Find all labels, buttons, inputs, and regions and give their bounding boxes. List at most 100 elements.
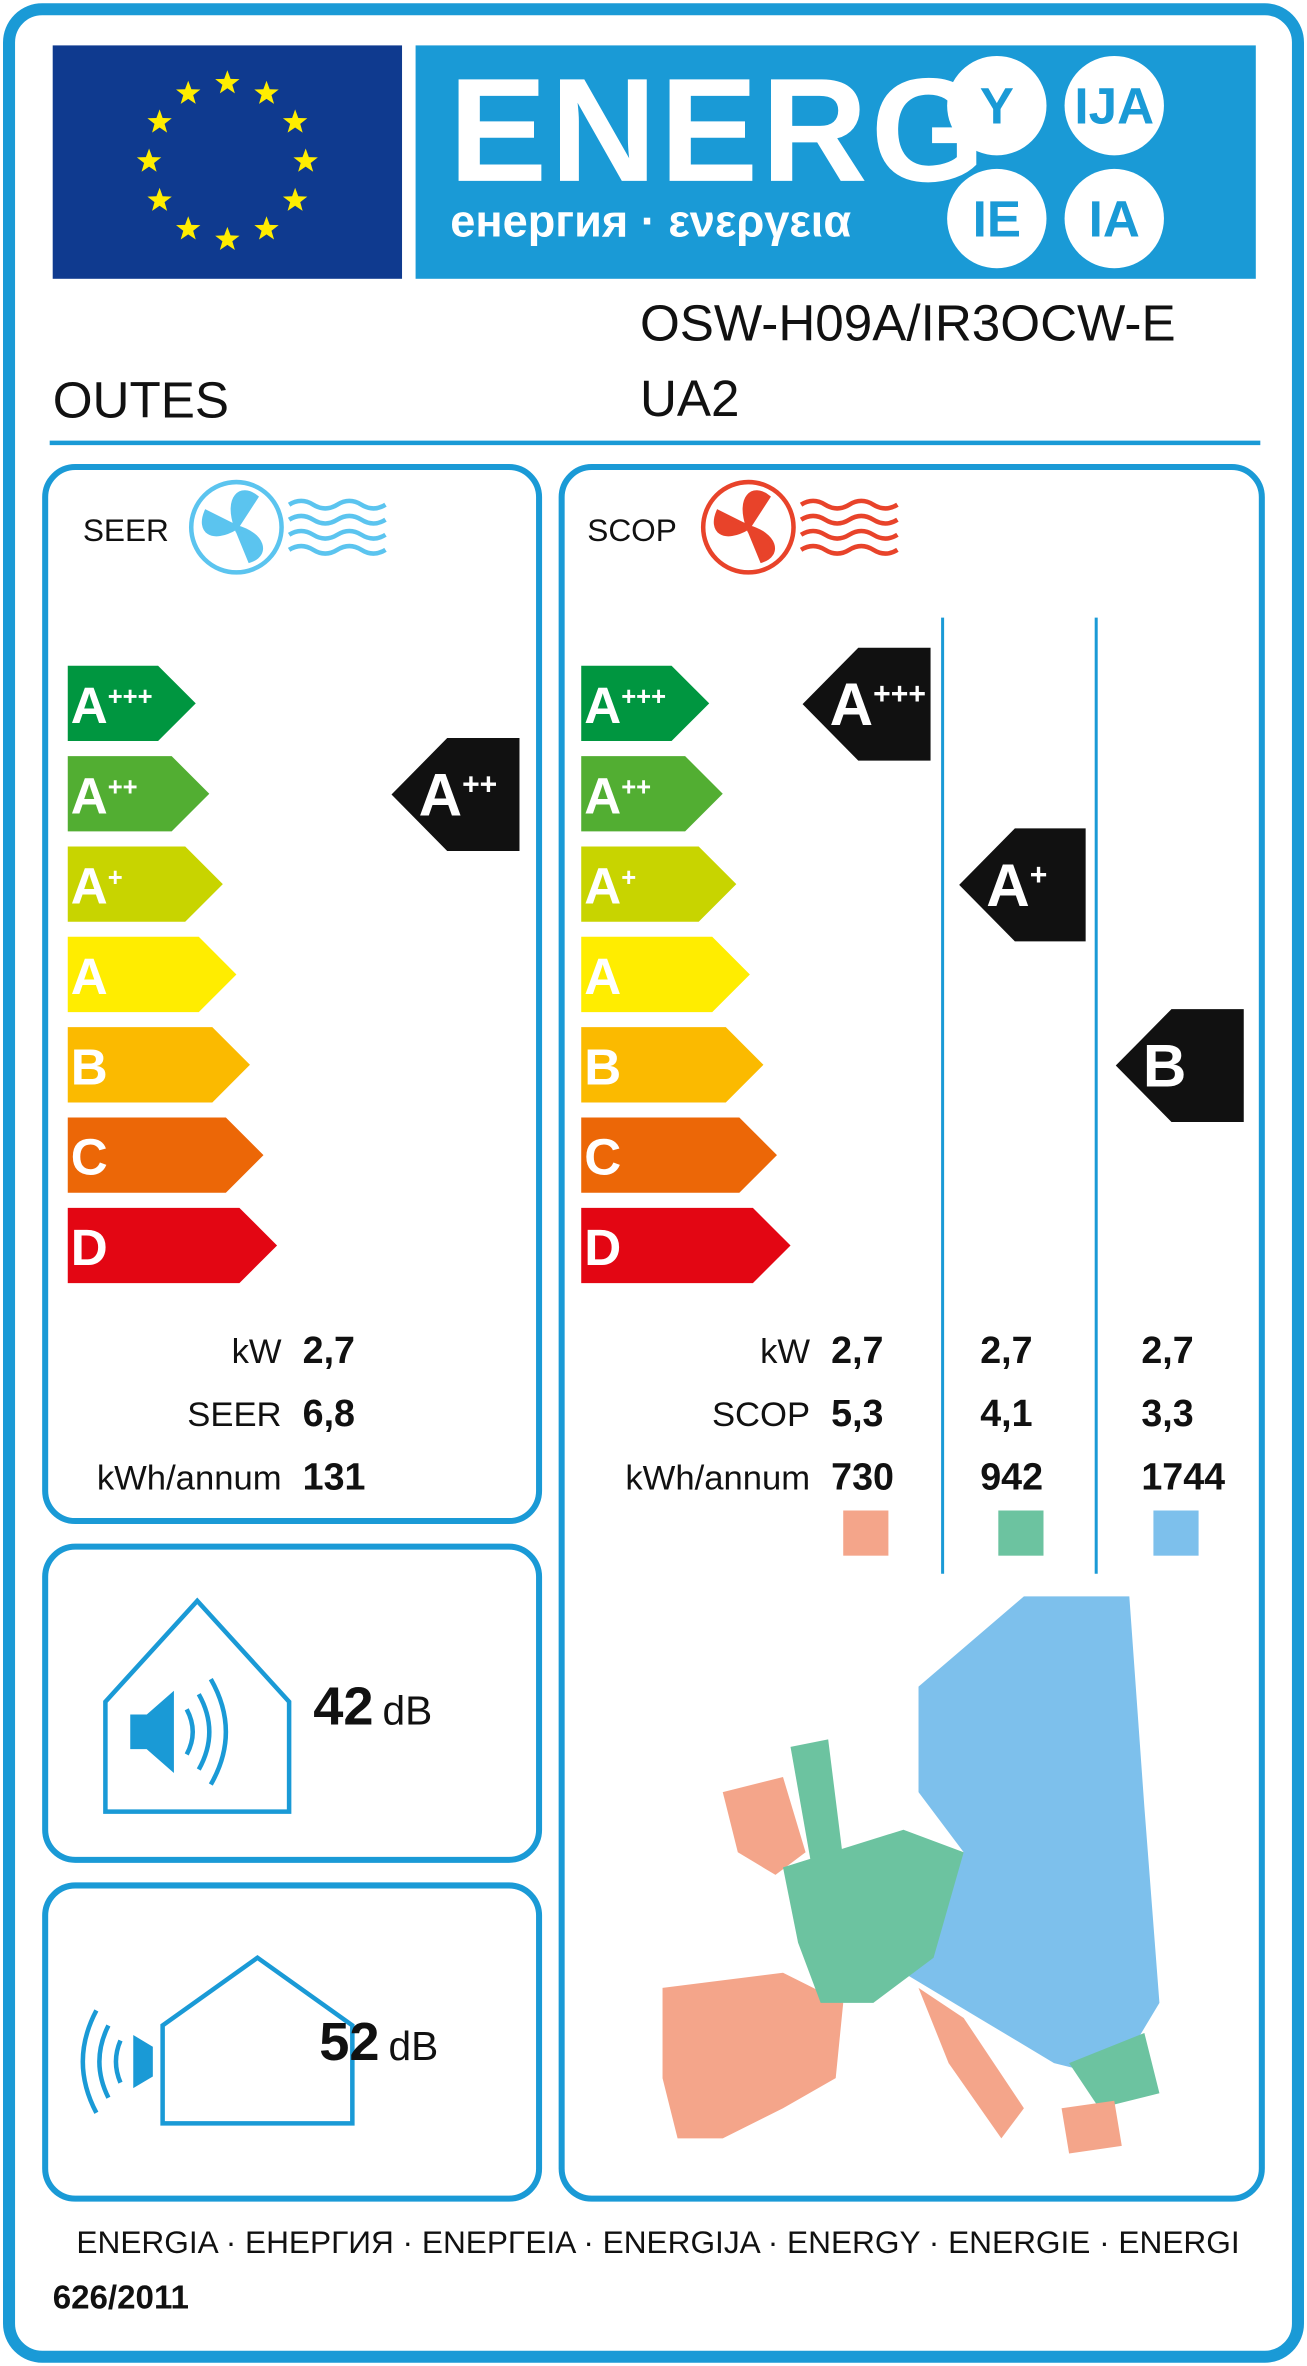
model: OSW-H09A/IR3OCW-E <box>640 295 1176 352</box>
cooling-panel <box>42 463 543 1525</box>
class-arrow <box>581 846 737 922</box>
cooling-icon <box>188 479 387 575</box>
supplier: OUTES <box>53 371 229 428</box>
class-letter: A <box>986 851 1029 919</box>
class-arrow <box>67 665 196 742</box>
climate-map-region <box>918 1987 1024 2139</box>
eu-star <box>176 216 201 240</box>
row-value: 2,7 <box>980 1329 1032 1371</box>
class-arrow <box>581 1027 764 1103</box>
eu-star <box>176 80 201 104</box>
class-letter: B <box>71 1038 108 1095</box>
suffix: IA <box>1089 191 1140 248</box>
class-arrow <box>67 1117 264 1193</box>
class-arrow <box>581 665 710 742</box>
rating-label: A++ <box>419 761 498 829</box>
rating-label: A+ <box>986 851 1047 919</box>
section-label: SEER <box>83 512 169 548</box>
suffix-circle <box>1064 168 1164 269</box>
section-label: SCOP <box>587 512 677 548</box>
noise-value: 52 <box>319 2012 379 2072</box>
class-label: C <box>584 1129 621 1186</box>
class-arrow <box>67 936 237 1013</box>
zone-swatch <box>998 1510 1044 1556</box>
row-label: kWh/annum <box>625 1459 810 1497</box>
indoor-noise-panel <box>42 1543 543 1863</box>
row-value: 2,7 <box>303 1329 355 1371</box>
noise-level: 52 dB <box>319 2012 438 2072</box>
class-plus: ++ <box>621 773 651 801</box>
climate-map-region <box>662 1972 844 2139</box>
class-letter: A <box>584 677 621 734</box>
class-letter: A <box>830 670 874 738</box>
row-value: 3,3 <box>1141 1392 1193 1434</box>
class-plus: ++ <box>108 773 138 801</box>
rating-arrow <box>802 647 931 761</box>
class-letter: A <box>584 767 621 824</box>
class-plus: ++ <box>462 769 497 802</box>
class-label: B <box>584 1038 621 1095</box>
class-plus: +++ <box>621 683 666 711</box>
climate-map-region <box>722 1777 806 1875</box>
row-label: SEER <box>187 1396 281 1434</box>
class-arrow <box>581 756 723 832</box>
class-letter: B <box>584 1038 621 1095</box>
climate-map-region <box>1069 2033 1160 2109</box>
row-label: kW <box>232 1333 282 1371</box>
class-letter: A <box>419 761 463 829</box>
heating-icon <box>700 479 899 575</box>
row-value: 6,8 <box>303 1392 355 1434</box>
noise-unit: dB <box>383 1687 433 1733</box>
rating-arrow <box>1115 1009 1244 1123</box>
eu-star <box>136 148 162 172</box>
climate-map-region <box>1061 2100 1122 2154</box>
eu-star <box>293 148 318 172</box>
class-plus: +++ <box>108 683 153 711</box>
rating-arrow <box>959 828 1086 942</box>
row-value: 4,1 <box>980 1392 1032 1434</box>
noise-level: 42 dB <box>313 1676 432 1736</box>
row-label: kWh/annum <box>97 1459 282 1497</box>
eu-star <box>254 80 279 104</box>
row-label: kW <box>760 1333 810 1371</box>
class-label: A++ <box>584 767 651 824</box>
class-letter: A <box>584 858 621 915</box>
class-label: A+++ <box>71 677 153 734</box>
suffix-circle <box>1064 55 1164 156</box>
class-arrow <box>67 1207 278 1284</box>
class-letter: C <box>71 1129 108 1186</box>
class-plus: +++ <box>873 678 926 711</box>
zone-swatch <box>843 1510 889 1556</box>
eu-star <box>254 216 279 240</box>
climate-map-region <box>903 1596 1160 2079</box>
eu-star <box>215 226 240 251</box>
row-value: 131 <box>303 1455 366 1497</box>
model: UA2 <box>640 370 740 427</box>
eu-star <box>282 187 308 211</box>
class-arrow <box>67 1027 250 1103</box>
class-label: A+++ <box>584 677 666 734</box>
eu-star <box>147 109 172 133</box>
class-label: B <box>71 1038 108 1095</box>
class-plus: + <box>108 864 123 892</box>
class-letter: D <box>584 1219 621 1276</box>
class-label: D <box>71 1219 108 1276</box>
row-value: 5,3 <box>831 1392 883 1434</box>
class-letter: A <box>71 948 108 1005</box>
eu-star <box>147 187 172 211</box>
class-letter: D <box>71 1219 108 1276</box>
climate-map-region <box>790 1739 844 1875</box>
class-letter: A <box>584 948 621 1005</box>
class-label: A+ <box>71 858 123 915</box>
noise-value: 42 <box>313 1676 373 1736</box>
climate-map-region <box>782 1829 964 2003</box>
class-letter: A <box>71 677 108 734</box>
class-letter: C <box>584 1129 621 1186</box>
class-label: C <box>71 1129 108 1186</box>
class-label: A+ <box>584 858 636 915</box>
class-letter: A <box>71 767 108 824</box>
rating-arrow <box>391 738 520 851</box>
eu-star <box>282 109 308 133</box>
